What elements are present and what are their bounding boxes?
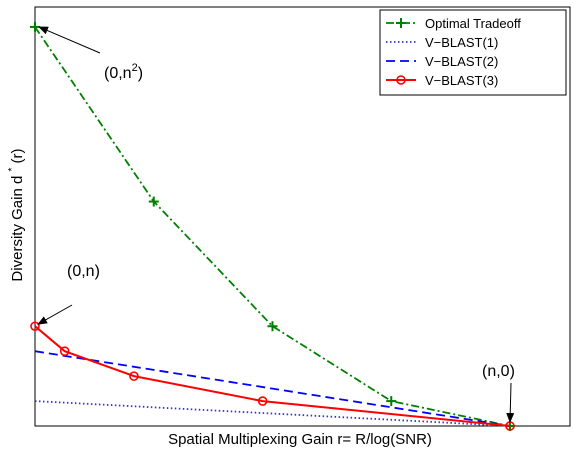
x-axis-label: Spatial Multiplexing Gain r= R/log(SNR) (168, 431, 432, 448)
series-4-point (59, 346, 70, 356)
annotation-label-end: (n,0) (482, 363, 515, 380)
series-1-point (267, 321, 278, 332)
annotation-label-top: (0,n2) (104, 62, 143, 82)
legend-label-3: V−BLAST(2) (425, 54, 498, 69)
y-axis-label-group: Diversity Gain d * (r) (2, 148, 26, 281)
y-axis-label: Diversity Gain d (9, 176, 26, 282)
series-4-point (30, 321, 40, 332)
series-line-3 (34, 350, 511, 427)
svg-text:Diversity Gain d *: Diversity Gain d * (r) (2, 148, 26, 281)
legend-marker-1 (396, 18, 406, 28)
annotation-layer: (0,n2) (0,n) (n,0) (37, 26, 515, 423)
series-4-point (257, 396, 268, 406)
y-axis-label-superscript: * (7, 168, 18, 172)
series-4-point (129, 371, 139, 381)
annotation-arrow-end (506, 382, 515, 423)
annotation-arrow-top (38, 26, 101, 54)
series-line-2 (34, 400, 511, 427)
series-line-4 (34, 325, 511, 427)
annotation-label-mid: (0,n) (67, 263, 100, 280)
annotation-arrow-mid (37, 304, 73, 325)
legend-label-2: V−BLAST(1) (425, 35, 498, 50)
series-line-1 (34, 26, 511, 427)
series-1-point (148, 196, 159, 207)
legend-label-4: V−BLAST(3) (425, 73, 498, 88)
series-1-point (386, 396, 397, 407)
legend-marker-4 (396, 75, 406, 85)
legend-label-1: Optimal Tradeoff (425, 16, 521, 31)
y-axis-label-tail: (r) (9, 148, 26, 163)
legend: Optimal Tradeoff V−BLAST(1) V−BLAST(2) V−BL… (379, 9, 567, 96)
series-layer (30, 21, 515, 431)
